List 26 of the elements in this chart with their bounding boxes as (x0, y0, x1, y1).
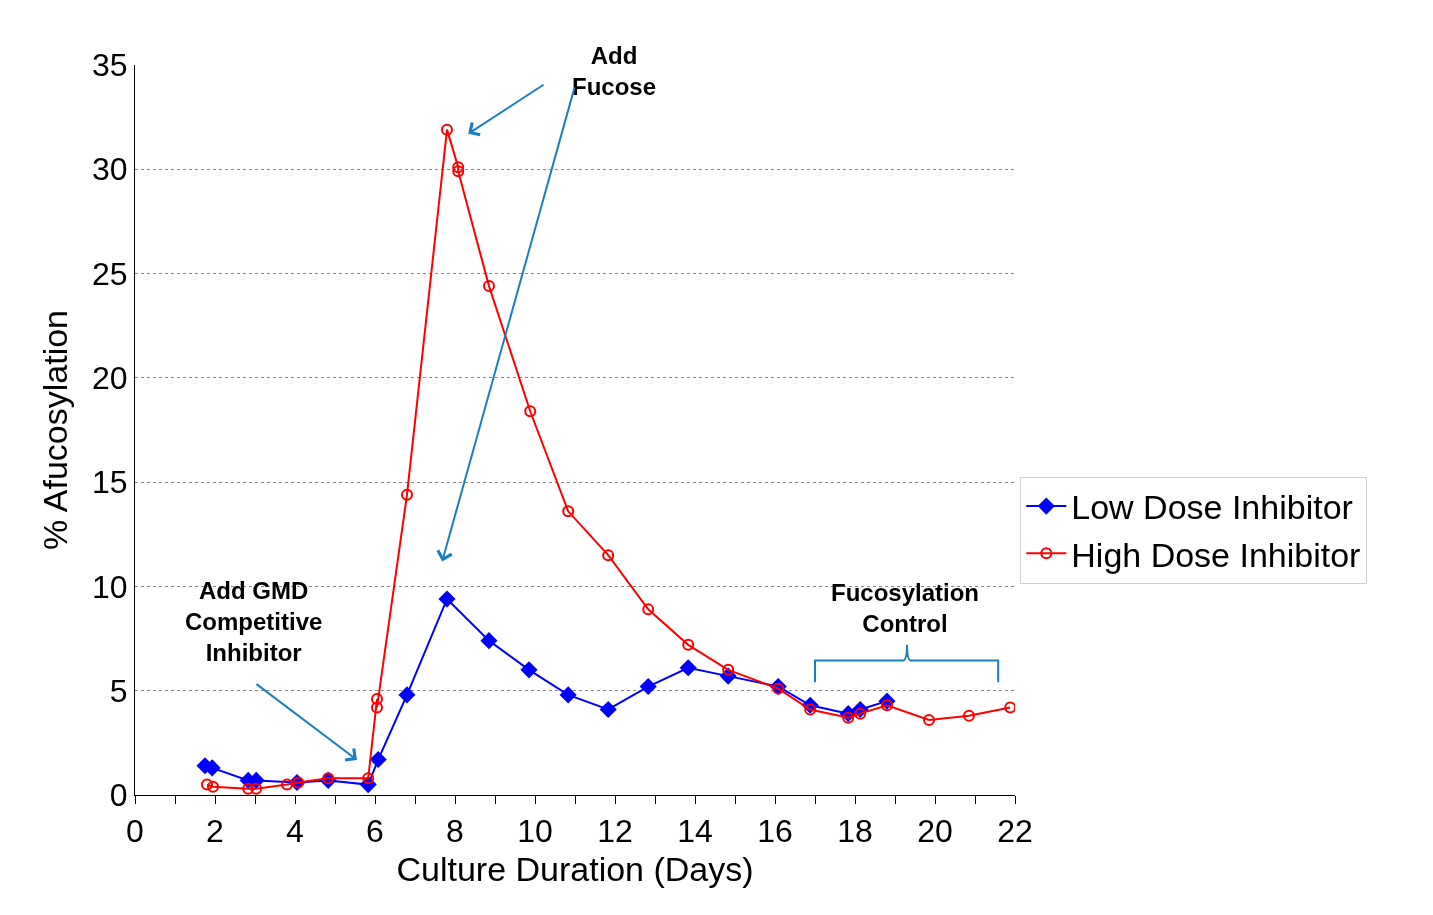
legend-label: High Dose Inhibitor (1071, 535, 1361, 574)
x-tick-label: 20 (917, 813, 953, 850)
x-tick-label: 12 (597, 813, 633, 850)
y-tick-label: 15 (92, 464, 128, 501)
annotation: Fucosylation Control (831, 579, 980, 638)
y-tick-label: 5 (109, 672, 128, 709)
x-tick-label: 2 (206, 813, 224, 850)
y-tick-label: 35 (92, 47, 128, 84)
x-tick-label: 14 (677, 813, 713, 850)
y-tick-label: 10 (92, 568, 128, 605)
x-tick-label: 8 (446, 813, 464, 850)
x-tick-label: 22 (997, 813, 1033, 850)
y-tick-label: 20 (92, 360, 128, 397)
y-tick-label: 30 (92, 151, 128, 188)
x-tick-label: 10 (517, 813, 553, 850)
y-tick-label: 25 (92, 255, 128, 292)
x-axis-title: Culture Duration (Days) (396, 849, 754, 888)
annotation: Add Fucose (572, 42, 657, 101)
y-tick-label: 0 (109, 777, 128, 814)
y-axis-title: % Afucosylation (35, 309, 74, 551)
x-tick-label: 18 (837, 813, 873, 850)
legend-label: Low Dose Inhibitor (1071, 488, 1353, 527)
annotation: Add GMD Competitive Inhibitor (185, 577, 323, 667)
x-tick-label: 6 (366, 813, 384, 850)
x-tick-label: 4 (286, 813, 304, 850)
x-tick-label: 16 (757, 813, 793, 850)
